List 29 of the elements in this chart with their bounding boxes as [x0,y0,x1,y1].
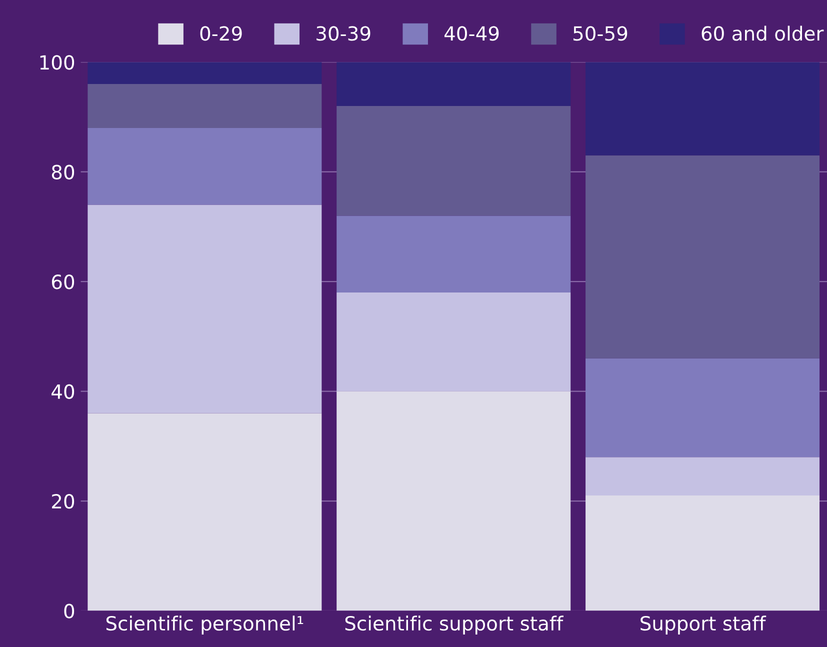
bar [586,496,820,611]
y-tick-label: 20 [52,494,74,509]
bar [336,292,571,392]
bar [88,413,322,611]
bar [336,62,571,106]
legend-label: 0-29 [200,26,242,41]
bar [586,62,820,156]
bar [586,155,820,358]
legend-label: 30-39 [316,26,370,41]
y-tick-label: 60 [52,274,74,290]
y-tick-label: 40 [52,384,74,399]
bar [336,216,571,293]
legend-label: 40-49 [444,26,499,41]
bar [586,457,820,496]
bar [88,204,322,414]
bar [88,128,322,205]
bar [586,358,820,458]
x-tick-label: Scientific support staff [345,616,564,634]
y-tick-label: 100 [40,55,74,70]
x-tick-label: Support staff [640,616,766,634]
x-tick-label: Scientific personnel¹ [106,616,304,634]
bar [88,84,322,128]
bar [88,62,322,84]
bar [336,391,571,611]
y-tick-label: 80 [52,164,74,180]
legend-label: 50-59 [573,26,628,41]
legend-label: 60 and older [702,26,824,41]
y-tick-label: 0 [64,604,74,618]
bar [336,106,571,216]
